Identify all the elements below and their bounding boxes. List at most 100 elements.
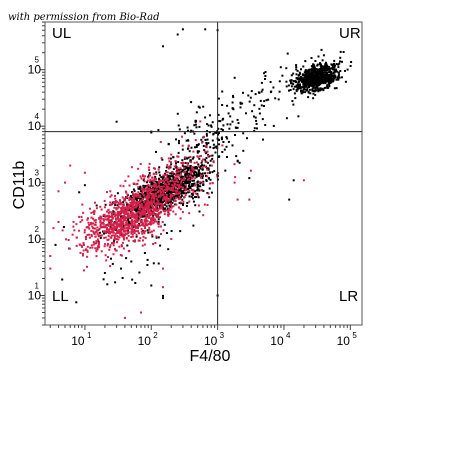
event-dot-red	[158, 203, 161, 206]
event-dot-red	[137, 191, 140, 194]
event-dot-red	[111, 227, 114, 230]
event-dot-black	[296, 88, 299, 91]
event-dot-red	[169, 209, 172, 212]
event-dot-black	[296, 87, 299, 90]
event-dot-red	[95, 249, 98, 252]
quadrant-label-ul: UL	[52, 25, 71, 42]
event-dot-black	[311, 81, 314, 83]
event-dot-black	[180, 175, 183, 178]
event-dot-red	[178, 170, 181, 173]
event-dot-black	[168, 204, 171, 207]
event-dot-red	[94, 230, 97, 233]
event-dot-black	[324, 66, 326, 69]
event-dot-red	[206, 168, 209, 171]
event-dot-black	[165, 232, 168, 234]
event-dot-black	[334, 64, 337, 67]
event-dot-red	[156, 186, 159, 189]
event-dot-black	[333, 66, 336, 69]
event-dot-red	[248, 198, 251, 201]
event-dot-black	[213, 170, 216, 173]
event-dot-black	[200, 161, 203, 164]
event-dot-red	[206, 150, 209, 153]
event-dot-black	[198, 189, 201, 192]
event-dot-black	[169, 184, 172, 187]
event-dot-black	[154, 180, 157, 183]
event-dot-red	[138, 208, 141, 211]
quadrant-label-ll: LL	[52, 288, 69, 305]
event-dot-red	[143, 177, 146, 180]
event-dot-red	[95, 207, 98, 210]
event-dot-black	[302, 65, 305, 68]
event-dot-black	[227, 112, 230, 115]
event-dot-black	[308, 72, 311, 75]
event-dot-red	[154, 167, 156, 170]
event-dot-red	[107, 256, 109, 258]
event-dot-black	[197, 174, 200, 177]
event-dot-red	[61, 229, 64, 232]
event-dot-black	[198, 125, 201, 128]
event-dot-black	[253, 130, 256, 132]
x-tick-exponent: 3	[220, 331, 225, 340]
event-dot-black	[158, 166, 161, 169]
event-dot-red	[123, 208, 126, 211]
event-dot-black	[209, 146, 212, 149]
event-dot-red	[146, 195, 149, 198]
event-dot-black	[306, 71, 308, 74]
event-dot-red	[75, 223, 78, 226]
event-dot-black	[285, 117, 288, 120]
event-dot-red	[160, 191, 163, 194]
event-dot-red	[168, 180, 171, 183]
event-dot-red	[169, 195, 172, 198]
event-dot-black	[156, 189, 159, 192]
event-dot-red	[172, 205, 175, 208]
event-dot-black	[217, 97, 220, 100]
event-dot-black	[225, 145, 228, 148]
event-dot-red	[86, 218, 89, 221]
event-dot-black	[54, 243, 57, 246]
event-dot-red	[103, 245, 106, 248]
event-dot-red	[170, 202, 172, 205]
event-dot-black	[185, 180, 188, 183]
event-dot-red	[140, 177, 143, 180]
event-dot-red	[147, 176, 150, 179]
event-dot-black	[320, 66, 323, 69]
event-dot-black	[167, 189, 170, 192]
event-dot-red	[166, 213, 169, 216]
event-dot-black	[323, 81, 326, 84]
event-dot-black	[180, 170, 183, 173]
event-dot-black	[222, 117, 225, 120]
event-dot-black	[241, 102, 244, 105]
event-dot-black	[158, 178, 161, 181]
event-dot-red	[130, 236, 133, 239]
event-dot-red	[143, 194, 146, 197]
event-dot-black	[302, 86, 305, 88]
event-dot-black	[194, 123, 197, 126]
event-dot-black	[162, 201, 165, 204]
event-dot-black	[166, 191, 169, 194]
event-dot-red	[143, 180, 146, 183]
event-dot-red	[146, 179, 149, 182]
event-dot-black	[135, 210, 138, 213]
event-dot-red	[88, 236, 91, 239]
event-dot-black	[314, 73, 317, 76]
event-dot-black	[312, 97, 315, 100]
event-dot-black	[201, 174, 204, 177]
event-dot-black	[333, 71, 335, 74]
event-dot-red	[112, 222, 115, 224]
event-dot-black	[196, 189, 198, 192]
event-dot-black	[172, 156, 175, 159]
event-dot-red	[155, 195, 158, 198]
event-dot-red	[110, 236, 113, 239]
event-dot-black	[319, 80, 322, 83]
event-dot-red	[145, 214, 148, 217]
event-dot-black	[173, 172, 175, 175]
event-dot-red	[149, 190, 152, 193]
event-dot-black	[307, 75, 310, 78]
event-dot-red	[155, 220, 158, 223]
event-dot-red	[109, 190, 112, 193]
event-dot-black	[293, 85, 296, 88]
event-dot-red	[104, 236, 107, 239]
event-dot-red	[135, 183, 138, 186]
event-dot-black	[173, 195, 176, 198]
event-dot-black	[316, 85, 319, 88]
